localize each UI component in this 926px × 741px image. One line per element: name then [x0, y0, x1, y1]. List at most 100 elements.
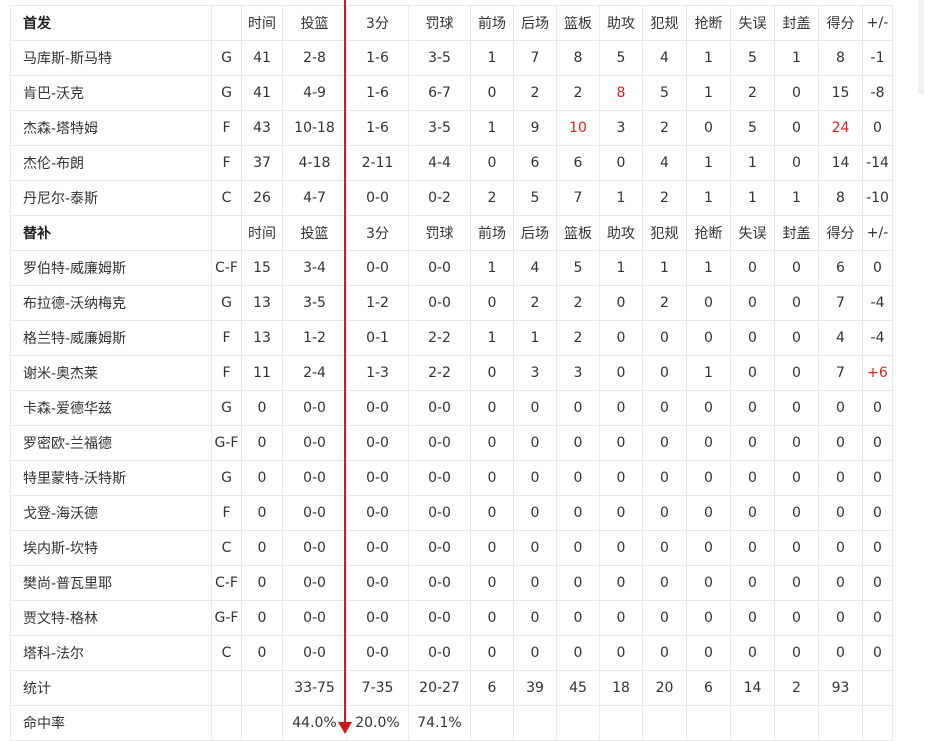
stat-cell: 0 — [686, 285, 731, 321]
stat-cell: 4-18 — [282, 145, 347, 181]
stat-cell: 3 — [556, 355, 600, 391]
stat-cell: 0 — [241, 390, 283, 426]
position-cell: G — [211, 75, 242, 111]
stat-cell: 0 — [862, 600, 893, 636]
stat-cell: 3-5 — [408, 40, 471, 76]
stat-cell: 0 — [556, 460, 600, 496]
stat-cell: 0-0 — [282, 495, 347, 531]
stat-cell: 0-0 — [346, 425, 409, 461]
stat-cell: 45 — [556, 670, 600, 706]
stat-cell: 0 — [470, 600, 514, 636]
stat-cell: 0 — [686, 530, 731, 566]
stat-cell: 0 — [470, 460, 514, 496]
stat-cell: 2-2 — [408, 355, 471, 391]
stat-cell: 1 — [730, 180, 775, 216]
stat-cell: 8 — [818, 40, 863, 76]
page-scrollbar[interactable] — [918, 0, 924, 94]
stat-cell: 8 — [599, 75, 643, 111]
stat-cell: 6 — [686, 670, 731, 706]
column-header: 封盖 — [774, 5, 819, 41]
stat-cell: 2 — [556, 75, 600, 111]
box-score-table: 首发 时间 投篮 3分 罚球 前场 后场 篮板 助攻 犯规 抢断 失误 封盖 得分 +/- 马库斯-斯马特 G 4… — [10, 5, 893, 741]
stat-cell — [556, 705, 600, 741]
position-cell: F — [211, 110, 242, 146]
column-header: 犯规 — [642, 215, 687, 251]
column-header: +/- — [862, 215, 893, 251]
stat-cell: 43 — [241, 110, 283, 146]
stat-cell: 0 — [862, 635, 893, 671]
stat-cell: 0 — [862, 495, 893, 531]
stat-cell: 0 — [818, 530, 863, 566]
player-name: 贾文特-格林 — [10, 600, 212, 636]
stat-cell: 0 — [686, 390, 731, 426]
stat-cell: 0 — [642, 530, 687, 566]
stat-cell: 0 — [513, 425, 557, 461]
stat-cell: 0-0 — [408, 600, 471, 636]
player-name: 丹尼尔-泰斯 — [10, 180, 212, 216]
stat-cell: 0 — [730, 320, 775, 356]
stat-cell: 0 — [686, 460, 731, 496]
stat-cell: 0 — [774, 355, 819, 391]
stat-cell: 3 — [513, 355, 557, 391]
player-row: 特里蒙特-沃特斯 G 0 0-0 0-0 0-0 0 0 0 0 0 0 0 0 0 0 — [10, 460, 893, 496]
stat-cell: 0 — [513, 530, 557, 566]
player-name: 卡森-爱德华兹 — [10, 390, 212, 426]
stat-cell: 6 — [470, 670, 514, 706]
column-header: 助攻 — [599, 5, 643, 41]
player-row: 罗密欧-兰福德 G-F 0 0-0 0-0 0-0 0 0 0 0 0 0 0 0 0 0 — [10, 425, 893, 461]
stat-cell: 33-75 — [282, 670, 347, 706]
stat-cell: 0 — [556, 565, 600, 601]
column-header: 时间 — [241, 5, 283, 41]
stat-cell: 0 — [774, 425, 819, 461]
column-header: 犯规 — [642, 5, 687, 41]
stat-cell: 0 — [774, 460, 819, 496]
stat-cell: 0 — [470, 355, 514, 391]
column-header: 得分 — [818, 215, 863, 251]
stat-cell: 0 — [686, 425, 731, 461]
stat-cell: 0 — [730, 495, 775, 531]
player-name: 罗伯特-威廉姆斯 — [10, 250, 212, 286]
stat-cell: 7 — [556, 180, 600, 216]
position-cell: G — [211, 460, 242, 496]
stat-cell: 0 — [686, 110, 731, 146]
stat-cell: 0 — [730, 250, 775, 286]
stat-cell: 2 — [642, 110, 687, 146]
stat-cell: 11 — [241, 355, 283, 391]
player-row: 肯巴-沃克 G 41 4-9 1-6 6-7 0 2 2 8 5 1 2 0 15 -8 — [10, 75, 893, 111]
stat-cell: 0 — [642, 565, 687, 601]
player-name: 杰森-塔特姆 — [10, 110, 212, 146]
stat-cell: 1-6 — [346, 110, 409, 146]
position-cell: C — [211, 530, 242, 566]
stat-cell: 20-27 — [408, 670, 471, 706]
stat-cell: 0 — [470, 390, 514, 426]
stat-cell: 18 — [599, 670, 643, 706]
stat-cell: 0 — [818, 495, 863, 531]
stat-cell: 0 — [862, 425, 893, 461]
totals-label: 统计 — [10, 670, 212, 706]
stat-cell: 2 — [730, 75, 775, 111]
stat-cell — [470, 705, 514, 741]
stat-cell: 10 — [556, 110, 600, 146]
stat-cell: 0 — [642, 425, 687, 461]
column-header: 抢断 — [686, 215, 731, 251]
stat-cell: -4 — [862, 320, 893, 356]
player-name: 谢米-奥杰莱 — [10, 355, 212, 391]
stat-cell: 0 — [470, 75, 514, 111]
player-name: 格兰特-威廉姆斯 — [10, 320, 212, 356]
stat-cell: 0 — [730, 600, 775, 636]
stat-cell: 13 — [241, 320, 283, 356]
stat-cell — [241, 670, 283, 706]
stat-cell: 4 — [642, 145, 687, 181]
column-header: 前场 — [470, 5, 514, 41]
stat-cell: 20 — [642, 670, 687, 706]
stat-cell: 0 — [686, 495, 731, 531]
stat-cell: 0 — [470, 565, 514, 601]
stat-cell: 2-11 — [346, 145, 409, 181]
position-cell: F — [211, 495, 242, 531]
stat-cell: 2-2 — [408, 320, 471, 356]
stat-cell: 0-0 — [408, 425, 471, 461]
stat-cell: 7 — [513, 40, 557, 76]
stat-cell: 0 — [599, 145, 643, 181]
stat-cell: 0 — [774, 390, 819, 426]
percentages-row: 命中率 44.0% 20.0% 74.1% — [10, 705, 893, 741]
